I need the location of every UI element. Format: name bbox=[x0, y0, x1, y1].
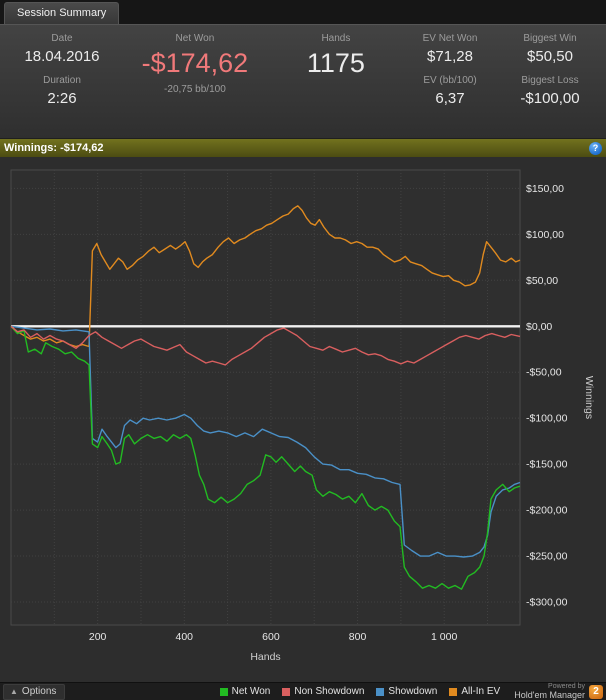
tab-session-summary[interactable]: Session Summary bbox=[4, 2, 120, 24]
legend-label: Non Showdown bbox=[294, 686, 365, 697]
net-won-label: Net Won bbox=[175, 33, 215, 44]
brand-text: Hold'em Manager bbox=[514, 690, 585, 700]
options-button[interactable]: ▲ Options bbox=[3, 683, 66, 700]
stat-date: Date 18.04.2016 bbox=[24, 33, 99, 65]
footer-bar: ▲ Options Net Won Non Showdown Showdown All… bbox=[0, 682, 606, 700]
plot-border bbox=[10, 169, 521, 626]
y-tick-label: -$200,00 bbox=[526, 505, 568, 517]
date-label: Date bbox=[51, 33, 73, 44]
x-tick-label: 600 bbox=[262, 631, 280, 643]
series-net-won bbox=[10, 325, 521, 590]
hands-label: Hands bbox=[321, 33, 351, 44]
y-tick-label: -$100,00 bbox=[526, 413, 568, 425]
x-tick-label: 400 bbox=[176, 631, 194, 643]
y-tick-label: $50,00 bbox=[526, 275, 558, 287]
biggest-loss-label: Biggest Loss bbox=[521, 75, 579, 86]
duration-value: 2:26 bbox=[47, 90, 77, 107]
y-tick-label: $100,00 bbox=[526, 229, 564, 241]
duration-label: Duration bbox=[43, 75, 81, 86]
y-axis-title: Winnings bbox=[583, 376, 595, 419]
x-tick-label: 800 bbox=[349, 631, 367, 643]
hm2-logo-icon: 2 bbox=[589, 684, 603, 699]
legend-item: Net Won bbox=[219, 686, 271, 697]
y-tick-label: -$250,00 bbox=[526, 551, 568, 563]
date-duration-column: Date 18.04.2016 Duration 2:26 bbox=[6, 33, 118, 132]
y-tick-label: $0,00 bbox=[526, 321, 552, 333]
stat-duration: Duration 2:26 bbox=[43, 75, 81, 107]
legend-label: Showdown bbox=[388, 686, 438, 697]
net-won-bb100: -20,75 bb/100 bbox=[164, 84, 226, 95]
stat-biggest-loss: Biggest Loss -$100,00 bbox=[520, 75, 579, 107]
stat-ev-bb100: EV (bb/100) 6,37 bbox=[423, 75, 476, 107]
series-all-in-ev bbox=[10, 205, 521, 348]
chart-legend: Net Won Non Showdown Showdown All-In EV bbox=[219, 686, 500, 697]
ev-bb100-value: 6,37 bbox=[435, 90, 465, 107]
biggest-win-value: $50,50 bbox=[527, 48, 573, 65]
options-label: Options bbox=[21, 685, 57, 697]
session-stats-panel: Date 18.04.2016 Duration 2:26 Net Won -$… bbox=[0, 24, 606, 138]
legend-item: All-In EV bbox=[449, 686, 500, 697]
powered-by-lines: Powered by Hold'em Manager bbox=[514, 683, 585, 700]
stat-biggest-win: Biggest Win $50,50 bbox=[523, 33, 576, 65]
series-showdown bbox=[10, 325, 521, 558]
stat-ev-net-won: EV Net Won $71,28 bbox=[423, 33, 478, 65]
legend-item: Non Showdown bbox=[282, 686, 364, 697]
winnings-header-text: Winnings: -$174,62 bbox=[4, 142, 104, 154]
legend-swatch bbox=[219, 687, 228, 696]
ev-column: EV Net Won $71,28 EV (bb/100) 6,37 bbox=[400, 33, 500, 132]
hands-value: 1175 bbox=[306, 48, 365, 78]
stat-hands: Hands 1175 bbox=[272, 33, 400, 132]
powered-by-block: Powered by Hold'em Manager 2 bbox=[514, 683, 603, 700]
x-tick-label: 1 000 bbox=[431, 631, 457, 643]
stat-net-won: Net Won -$174,62 -20,75 bb/100 bbox=[118, 33, 272, 132]
winnings-chart: $150,00 $100,00 $50,00 $0,00 -$50,00 -$100,00… bbox=[10, 169, 595, 663]
info-icon[interactable]: ? bbox=[589, 141, 602, 155]
y-tick-label: -$300,00 bbox=[526, 597, 568, 609]
legend-swatch bbox=[376, 687, 385, 696]
legend-swatch bbox=[282, 687, 291, 696]
legend-label: Net Won bbox=[231, 686, 271, 697]
ev-net-won-value: $71,28 bbox=[427, 48, 473, 65]
net-won-value: -$174,62 bbox=[141, 48, 249, 78]
chevron-up-icon: ▲ bbox=[10, 686, 18, 696]
date-value: 18.04.2016 bbox=[24, 48, 100, 65]
winnings-header-bar: Winnings: -$174,62 ? bbox=[0, 138, 606, 157]
legend-label: All-In EV bbox=[461, 686, 501, 697]
tab-bar: Session Summary bbox=[0, 0, 606, 24]
legend-item: Showdown bbox=[376, 686, 437, 697]
biggest-column: Biggest Win $50,50 Biggest Loss -$100,00 bbox=[500, 33, 600, 132]
biggest-win-label: Biggest Win bbox=[523, 33, 577, 44]
y-tick-label: -$50,00 bbox=[526, 367, 562, 379]
biggest-loss-value: -$100,00 bbox=[520, 90, 580, 107]
x-tick-label: 200 bbox=[89, 631, 107, 643]
x-axis-title: Hands bbox=[250, 651, 280, 663]
powered-by-text: Powered by bbox=[548, 683, 585, 690]
series-non-showdown bbox=[10, 325, 521, 366]
ev-bb100-label: EV (bb/100) bbox=[423, 75, 477, 86]
y-tick-label: -$150,00 bbox=[526, 459, 568, 471]
ev-net-won-label: EV Net Won bbox=[422, 33, 478, 44]
legend-swatch bbox=[449, 687, 458, 696]
y-tick-label: $150,00 bbox=[526, 183, 564, 195]
chart-area: $150,00 $100,00 $50,00 $0,00 -$50,00 -$100,00… bbox=[0, 157, 606, 682]
